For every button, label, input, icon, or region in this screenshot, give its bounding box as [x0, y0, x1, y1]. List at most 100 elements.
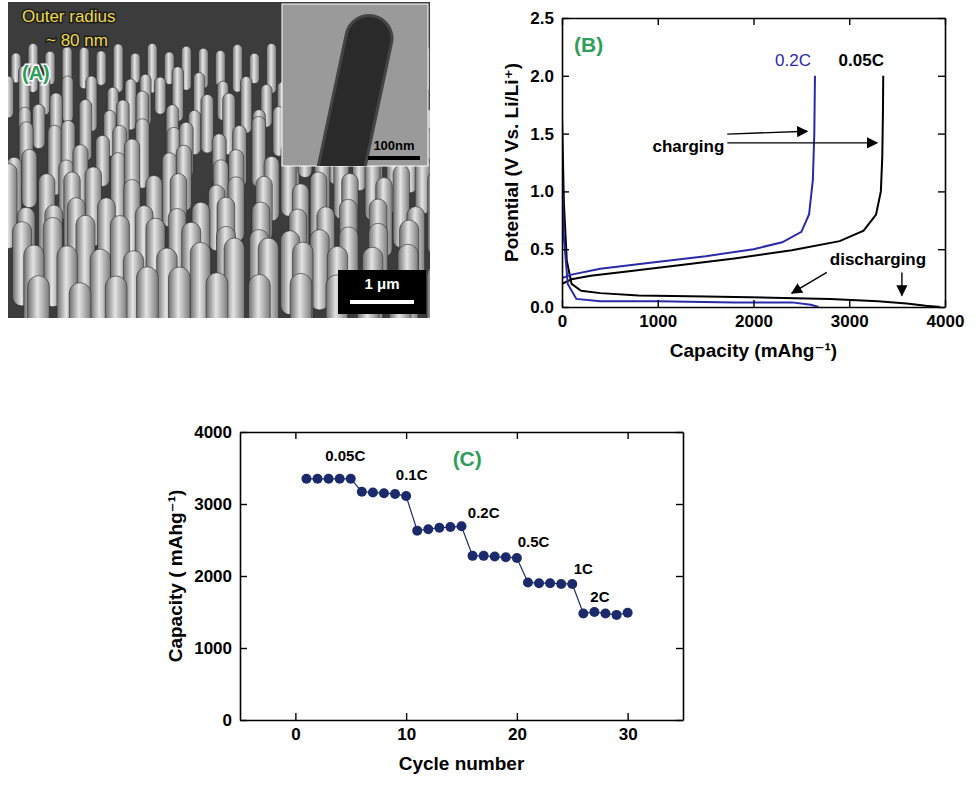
- tick: 1000: [639, 300, 677, 331]
- tick-mark: [562, 307, 569, 308]
- tick: 1.5: [530, 125, 569, 144]
- tick-mark: [627, 713, 628, 720]
- panel-letter: (C): [453, 447, 482, 470]
- image-annotation: Outer radius: [22, 7, 116, 26]
- nanorod: [105, 276, 127, 318]
- tick-mark: [938, 191, 945, 192]
- tick-mark: [849, 18, 850, 25]
- tick-mark: [240, 504, 247, 505]
- data-point: [501, 552, 511, 562]
- data-point: [545, 578, 555, 588]
- nanorod: [201, 95, 214, 153]
- tick-mark: [658, 300, 659, 307]
- data-point: [368, 487, 378, 497]
- nanorod: [113, 44, 123, 92]
- tick: [517, 432, 518, 439]
- panel-chart: 010002000300040000.00.51.01.52.02.5Capac…: [501, 9, 964, 361]
- tick: [938, 18, 945, 19]
- tick-label: 1000: [194, 639, 232, 658]
- tick: 0.5: [530, 240, 569, 259]
- tick-mark: [562, 249, 569, 250]
- tick-mark: [295, 713, 296, 720]
- nanorod: [62, 76, 73, 122]
- tick-label: 2000: [735, 312, 773, 331]
- data-point: [423, 524, 433, 534]
- scale-bar-background: [338, 270, 426, 314]
- data-point: [623, 608, 633, 618]
- annotation: 0.1C: [396, 466, 428, 483]
- tick-mark: [676, 504, 683, 505]
- tick: [938, 76, 945, 77]
- tick: [938, 249, 945, 250]
- data-point: [379, 488, 389, 498]
- tick-mark: [753, 18, 754, 25]
- tick: [295, 432, 296, 439]
- y-axis-title: Potential (V Vs. Li/Li⁺): [501, 63, 522, 262]
- tick-mark: [406, 713, 407, 720]
- tick-mark: [676, 648, 683, 649]
- tick-mark: [240, 576, 247, 577]
- data-point: [390, 489, 400, 499]
- x-axis: 01000200030004000: [558, 300, 965, 331]
- annotation-arrow: [792, 272, 827, 293]
- annotation-arrow: [901, 272, 902, 295]
- axis-line: [945, 19, 947, 308]
- tick: 2000: [735, 300, 773, 331]
- tick-label: 0: [558, 312, 567, 331]
- scale-bar: [350, 300, 414, 304]
- tick-mark: [753, 300, 754, 307]
- tick: 2000: [194, 567, 247, 586]
- data-point: [589, 607, 599, 617]
- tick-mark: [676, 576, 683, 577]
- series-line: [306, 479, 627, 615]
- x-axis-title: Capacity (mAhg⁻¹): [670, 340, 837, 361]
- tick-mark: [562, 76, 569, 77]
- tick-mark: [676, 720, 683, 721]
- nanorod: [32, 104, 45, 148]
- tick-mark: [517, 713, 518, 720]
- tick: 1.0: [530, 182, 569, 201]
- tick-mark: [627, 432, 628, 439]
- tick: 0: [223, 711, 247, 730]
- panel-letter: (B): [574, 33, 603, 56]
- inset-scale-label: 100nm: [373, 138, 414, 153]
- tick-label: 2000: [194, 567, 232, 586]
- tick: [938, 191, 945, 192]
- tick: [938, 134, 945, 135]
- tick-mark: [676, 432, 683, 433]
- tick-label: 1.0: [530, 182, 554, 201]
- tick: [676, 432, 683, 433]
- plot-marks: [562, 76, 940, 307]
- tick: [628, 432, 629, 439]
- data-point: [401, 491, 411, 501]
- nanorod: [137, 267, 159, 318]
- tick: 0: [291, 713, 300, 744]
- data-point: [357, 487, 367, 497]
- data-point: [346, 474, 356, 484]
- nanorod: [428, 171, 430, 256]
- tick-mark: [240, 720, 247, 721]
- tick-mark: [295, 432, 296, 439]
- nanorod: [427, 265, 430, 318]
- tick-mark: [658, 18, 659, 25]
- tick: [676, 648, 683, 649]
- tick-mark: [562, 133, 569, 134]
- tick-mark: [517, 432, 518, 439]
- tick-mark: [938, 133, 945, 134]
- tick: 0.0: [530, 298, 569, 317]
- tick: [406, 432, 407, 439]
- data-point: [490, 552, 500, 562]
- tick-label: 30: [619, 725, 638, 744]
- annotation-arrow: [727, 131, 807, 134]
- tick-label: 2.0: [530, 67, 554, 86]
- tick: 3000: [194, 495, 247, 514]
- panel-image: 100nm1 μmOuter radius~ 80 nm(A): [0, 2, 458, 386]
- x-axis-top: [241, 432, 684, 439]
- annotation: discharging: [830, 250, 926, 269]
- y-axis-right: [676, 433, 684, 721]
- nanorod: [155, 77, 166, 114]
- data-point: [523, 577, 533, 587]
- tick: [658, 18, 659, 25]
- tick-mark: [562, 18, 569, 19]
- tick-label: 10: [397, 725, 416, 744]
